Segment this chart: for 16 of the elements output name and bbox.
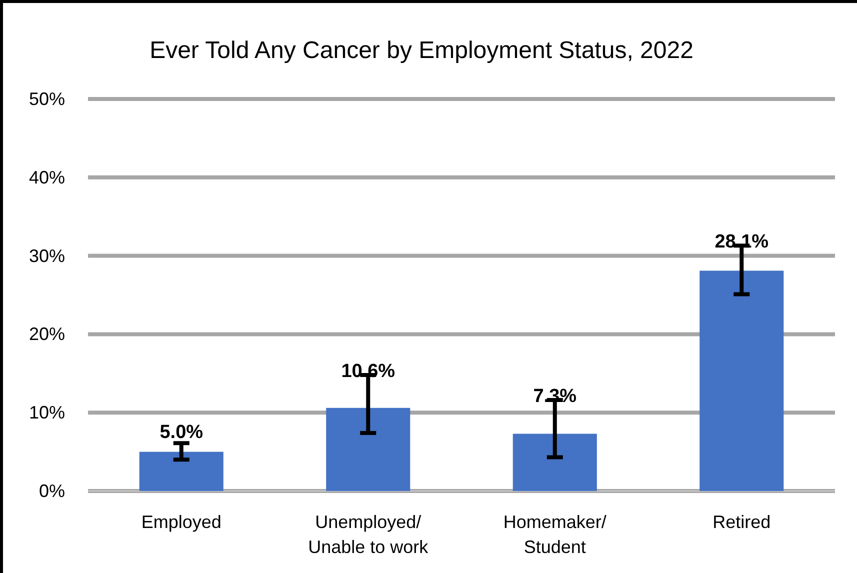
bar: [700, 270, 784, 491]
x-tick-label: Employed: [141, 512, 222, 532]
data-label: 5.0%: [160, 422, 204, 443]
x-tick-label: Retired: [712, 512, 771, 532]
x-tick-label: Unemployed/ Unable to work: [308, 512, 430, 557]
chart-title: Ever Told Any Cancer by Employment Status, 2022: [150, 37, 694, 64]
bar: [326, 408, 410, 491]
bar: [139, 452, 224, 491]
bar: [512, 434, 597, 491]
y-tick-label: 50%: [28, 89, 65, 109]
x-tick-label: Homemaker/ Student: [503, 512, 606, 557]
y-tick-label: 30%: [28, 246, 65, 266]
y-tick-label: 40%: [28, 167, 65, 188]
y-tick-label: 10%: [28, 402, 65, 423]
y-tick-label: 0%: [38, 481, 65, 501]
y-tick-label: 20%: [28, 324, 65, 344]
